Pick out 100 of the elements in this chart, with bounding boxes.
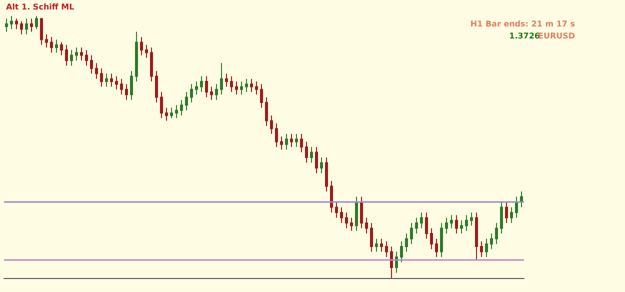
candlestick	[205, 76, 208, 98]
candlestick	[230, 76, 233, 92]
candlestick	[20, 20, 23, 35]
candlestick	[235, 81, 238, 96]
text: Alt 1. Schiff ML	[6, 2, 74, 12]
candlestick	[385, 240, 388, 258]
candlestick	[325, 156, 328, 192]
candlestick	[115, 76, 118, 90]
candlestick	[25, 18, 28, 35]
candlestick	[45, 34, 48, 48]
candlestick	[415, 217, 418, 234]
candlestick	[95, 62, 98, 80]
candlestick	[245, 78, 248, 92]
candlestick	[400, 240, 403, 263]
candlestick	[30, 18, 33, 32]
candlestick	[390, 246, 393, 278]
candlestick	[90, 54, 93, 74]
candlestick	[410, 222, 413, 244]
text: EURUSD	[538, 32, 576, 40]
candlestick	[500, 202, 503, 234]
candlestick	[125, 84, 128, 100]
candlestick	[420, 212, 423, 229]
candlestick	[60, 42, 63, 56]
candlestick	[65, 44, 68, 66]
candlestick	[170, 107, 173, 119]
candlestick	[150, 46, 153, 82]
candlestick	[495, 222, 498, 244]
candlestick	[250, 78, 253, 92]
candlestick	[360, 196, 363, 229]
candlestick	[510, 206, 513, 224]
candlestick	[425, 212, 428, 240]
candlestick	[130, 70, 133, 100]
candlestick	[135, 31, 138, 82]
candlestick	[470, 212, 473, 226]
candlestick	[220, 62, 223, 96]
candlestick	[35, 16, 38, 30]
candlestick	[165, 107, 168, 122]
candlestick	[100, 68, 103, 88]
candlestick	[160, 91, 163, 119]
candlestick	[345, 212, 348, 229]
candlestick	[490, 232, 493, 250]
candlestick	[405, 232, 408, 252]
candlestick	[80, 46, 83, 62]
candlestick	[300, 133, 303, 153]
candlestick	[290, 133, 293, 148]
candlestick	[455, 214, 458, 234]
candlestick	[215, 84, 218, 100]
candlestick	[55, 39, 58, 54]
candlestick	[330, 180, 333, 213]
candlestick	[395, 251, 398, 274]
candlestick	[475, 212, 478, 260]
candlestick	[145, 44, 148, 58]
candlestick	[465, 214, 468, 232]
candlestick	[240, 81, 243, 96]
candlestick	[365, 217, 368, 234]
annotation: H1 Bar ends: 21 m 17 s	[470, 20, 576, 28]
candlestick	[105, 73, 108, 88]
candlestick	[380, 238, 383, 252]
candlestick	[110, 73, 113, 88]
candlestick	[15, 18, 18, 30]
candlestick	[520, 191, 523, 208]
candlestick	[155, 70, 158, 103]
candlestick	[255, 81, 258, 96]
candlestick	[285, 133, 288, 150]
candlestick	[515, 196, 518, 218]
candlestick	[175, 104, 178, 119]
candlestick	[295, 133, 298, 148]
candlestick	[185, 91, 188, 111]
candlestick	[305, 141, 308, 164]
candlestick	[440, 222, 443, 258]
candlestick	[120, 78, 123, 96]
candlestick	[85, 50, 88, 66]
candlestick	[190, 84, 193, 103]
candlestick	[50, 36, 53, 54]
candlestick	[310, 146, 313, 164]
candlestick	[75, 46, 78, 62]
candlestick	[195, 81, 198, 96]
candlestick	[485, 238, 488, 258]
candlestick	[70, 50, 73, 66]
candlestick	[505, 202, 508, 224]
candlestick	[340, 206, 343, 224]
candlestick	[270, 115, 273, 134]
candlestick	[275, 122, 278, 148]
candlestick	[210, 86, 213, 100]
candlestick	[200, 76, 203, 92]
candlestick	[180, 99, 183, 116]
candlestick	[480, 240, 483, 258]
candlestick	[370, 222, 373, 252]
candlestick	[315, 146, 318, 174]
candlestick	[225, 73, 228, 88]
candlestick	[355, 196, 358, 232]
candlestick	[265, 96, 268, 127]
annotation: 1.3726	[509, 32, 540, 40]
candlestick	[10, 16, 13, 30]
candlestick	[320, 156, 323, 174]
candlestick	[460, 220, 463, 234]
candlestick	[40, 18, 43, 46]
candlestick	[450, 214, 453, 229]
candlestick	[445, 217, 448, 234]
candlestick	[260, 84, 263, 108]
